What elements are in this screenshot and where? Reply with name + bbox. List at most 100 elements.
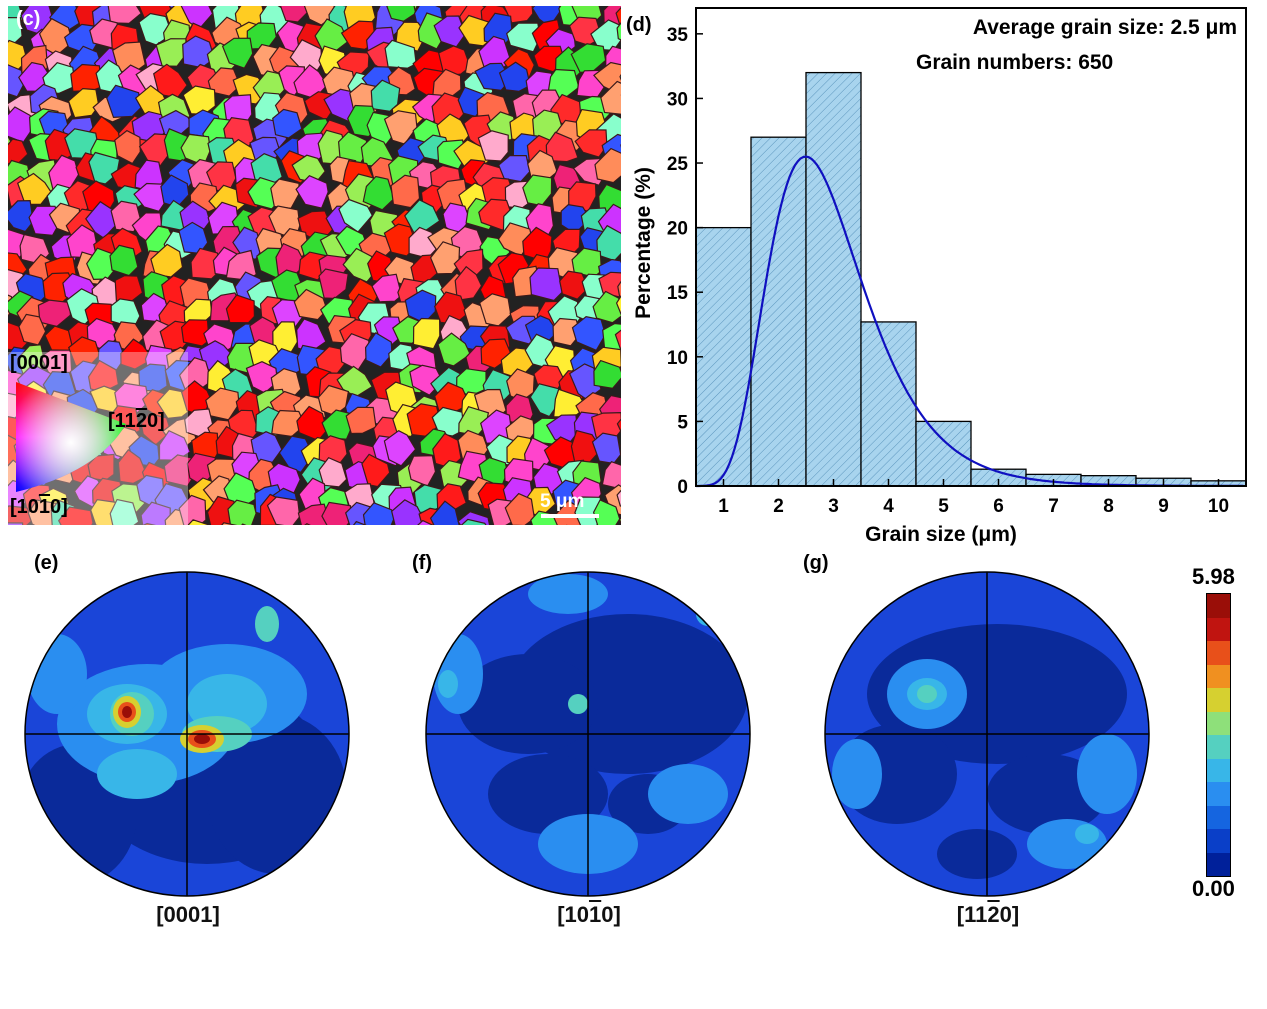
colorbar-step — [1207, 758, 1230, 782]
pole-figure-caption-f: [1010] — [489, 902, 689, 928]
ipf-label-0001: [0001] — [10, 352, 68, 374]
grain — [120, 338, 154, 370]
grain — [8, 522, 24, 525]
pole-figure-caption-g: [1120] — [888, 902, 1088, 928]
colorbar-max-label: 5.98 — [1192, 564, 1235, 589]
grain — [593, 359, 621, 390]
x-axis-ticks: 1 2 3 4 5 6 7 8 9 10 — [718, 479, 1229, 517]
grain — [437, 332, 471, 367]
grain — [454, 265, 483, 301]
grain — [592, 499, 621, 525]
ipf-label-10-10-bar: 1 — [38, 496, 51, 518]
grain — [272, 108, 303, 139]
x-tick-label: 10 — [1208, 496, 1229, 517]
grain — [529, 267, 563, 302]
grain — [8, 106, 33, 144]
grain — [8, 64, 25, 98]
grain — [615, 6, 621, 27]
annotation-average-grain-size: Average grain size: 2.5 μm — [973, 16, 1237, 39]
grain — [297, 503, 331, 525]
grain — [321, 501, 352, 525]
grain — [180, 319, 210, 347]
colorbar-step — [1207, 664, 1230, 688]
intensity-contour — [1075, 824, 1099, 844]
grain — [318, 456, 348, 488]
grain — [352, 520, 367, 525]
grain — [574, 129, 608, 158]
grain — [362, 175, 395, 211]
histogram-bar-outline — [915, 420, 972, 487]
caption-f-a: [10 — [557, 902, 589, 927]
intensity-contour — [194, 734, 210, 744]
grain — [616, 22, 621, 41]
grain — [241, 523, 247, 525]
intensity-contour — [917, 685, 937, 703]
grain — [8, 199, 34, 233]
colorbar-min-label: 0.00 — [1192, 876, 1235, 901]
grain — [295, 174, 329, 209]
intensity-contour — [122, 706, 132, 718]
intensity-contour — [488, 754, 608, 834]
grain — [114, 129, 141, 165]
grain — [571, 316, 607, 352]
grain — [371, 273, 403, 303]
caption-f-bar: 1 — [588, 902, 602, 927]
intensity-contour — [255, 606, 279, 642]
grain — [140, 501, 171, 525]
intensity-contour — [937, 829, 1017, 879]
ebsd-orientation-map — [8, 6, 621, 525]
histogram-bar-outline — [695, 226, 752, 487]
grain — [361, 453, 391, 488]
grain — [412, 317, 441, 350]
grain — [383, 429, 417, 467]
y-tick-label: 5 — [677, 412, 688, 433]
grain — [384, 39, 417, 69]
grain — [504, 492, 536, 525]
colorbar-step — [1207, 805, 1230, 829]
grain — [178, 494, 207, 525]
intensity-contour — [832, 739, 882, 809]
grain — [266, 496, 301, 525]
grain — [617, 280, 621, 298]
grain — [293, 288, 328, 321]
ipf-legend-box — [8, 352, 188, 525]
x-tick-label: 5 — [938, 496, 949, 517]
grain — [559, 270, 590, 300]
plot-frame — [695, 7, 1247, 487]
grain — [107, 6, 142, 25]
caption-g-a: [11 — [956, 902, 988, 927]
colorbar-step — [1207, 641, 1230, 665]
grain — [8, 505, 34, 525]
grain — [592, 290, 621, 324]
panel-label-e: (e) — [34, 552, 59, 574]
grain — [207, 67, 242, 97]
colorbar-step — [1207, 594, 1230, 618]
grain — [362, 502, 396, 525]
colorbar — [1206, 593, 1231, 877]
grain — [370, 79, 401, 112]
x-tick-label: 4 — [883, 496, 894, 517]
grain — [109, 498, 140, 525]
grain — [345, 406, 377, 435]
intensity-contour — [867, 624, 1127, 764]
grain — [460, 518, 487, 525]
intensity-contour — [696, 602, 720, 626]
grain — [618, 517, 621, 525]
grain — [386, 6, 417, 22]
colorbar-step — [1207, 852, 1230, 876]
ipf-label-10-10-b: 0] — [50, 496, 68, 518]
grain — [364, 331, 393, 368]
grain — [417, 519, 434, 525]
intensity-contour — [207, 714, 347, 874]
histogram-bars — [695, 71, 1247, 487]
grain — [498, 61, 531, 93]
grain — [42, 62, 77, 95]
grain-size-histogram: 0 5 10 15 20 25 30 35 1 2 3 4 5 6 7 8 9 10 Average grain… — [632, 7, 1247, 546]
ipf-triangle — [16, 382, 126, 492]
annotation-grain-numbers: Grain numbers: 650 — [916, 51, 1113, 74]
grain — [303, 6, 338, 26]
pole-figure-11-20 — [824, 571, 1150, 897]
ebsd-grain-image — [8, 6, 621, 525]
grain — [232, 226, 263, 261]
grain — [155, 38, 187, 67]
